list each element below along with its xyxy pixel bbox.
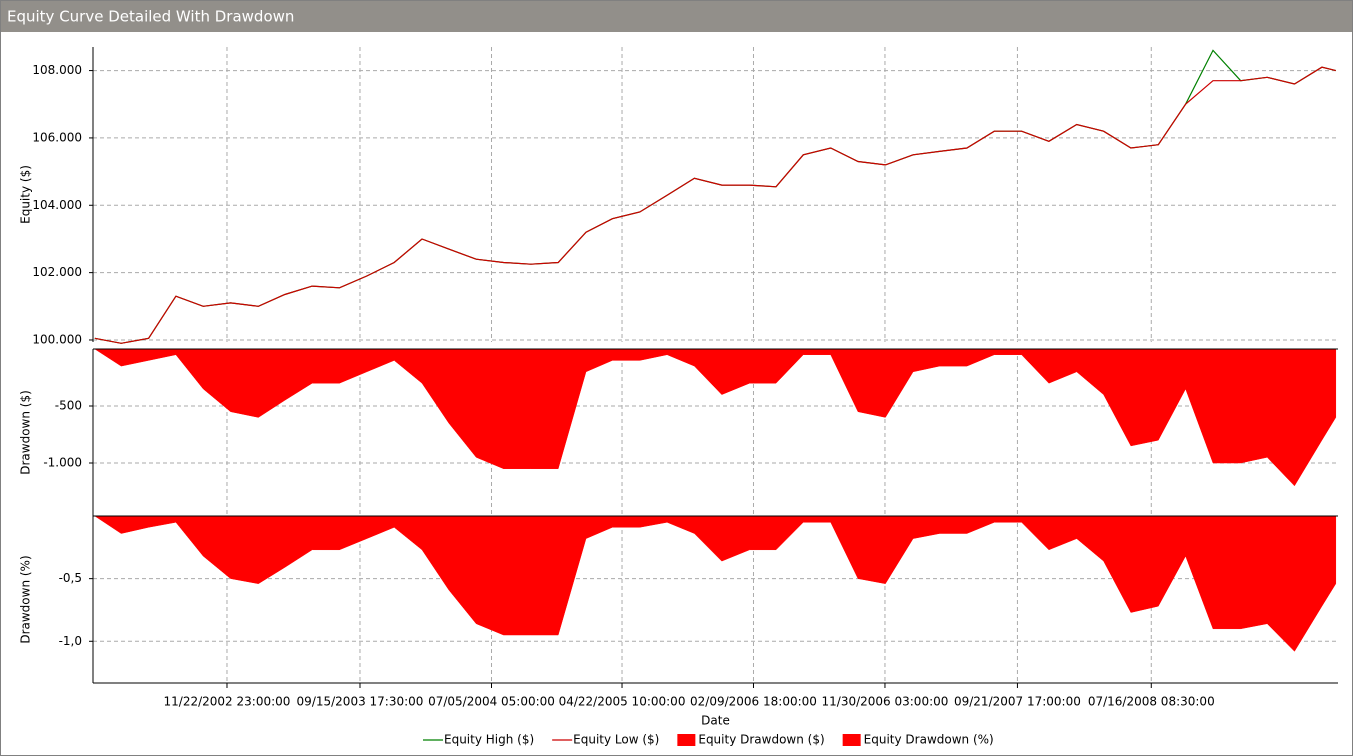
y-tick-label: 104.000 — [32, 198, 82, 212]
equity-line — [94, 66, 1336, 344]
x-tick-label: 11/30/2006 03:00:00 — [822, 695, 949, 709]
title-bar — [1, 1, 1352, 32]
x-tick-label: 09/21/2007 17:00:00 — [954, 695, 1081, 709]
y-tick-label: -0,5 — [59, 571, 82, 585]
y-tick-label: -500 — [55, 398, 82, 412]
legend-label: Equity High ($) — [444, 733, 534, 747]
drawdown-area — [93, 515, 1337, 652]
chart-title: Equity Curve Detailed With Drawdown — [7, 8, 294, 26]
y-tick-label: 100.000 — [32, 332, 82, 346]
y-axis-label: Drawdown ($) — [19, 390, 33, 475]
y-axis-label: Drawdown (%) — [19, 555, 33, 643]
y-tick-label: -1,0 — [59, 634, 82, 648]
x-tick-label: 07/05/2004 05:00:00 — [428, 695, 555, 709]
x-tick-label: 02/09/2006 18:00:00 — [690, 695, 817, 709]
legend-swatch — [677, 734, 696, 746]
legend-label: Equity Drawdown (%) — [864, 733, 994, 747]
legend-label: Equity Low ($) — [573, 733, 659, 747]
y-tick-label: 108.000 — [32, 63, 82, 77]
x-tick-label: 04/22/2005 10:00:00 — [559, 695, 686, 709]
x-tick-label: 11/22/2002 23:00:00 — [164, 695, 291, 709]
legend-label: Equity Drawdown ($) — [698, 733, 824, 747]
x-axis-label: Date — [701, 714, 730, 728]
x-tick-label: 07/16/2008 08:30:00 — [1088, 695, 1215, 709]
x-tick-label: 09/15/2003 17:30:00 — [297, 695, 424, 709]
y-tick-label: 106.000 — [32, 130, 82, 144]
legend-swatch — [842, 734, 861, 746]
drawdown-area — [93, 348, 1337, 487]
y-tick-label: -1.000 — [43, 455, 82, 469]
y-axis-label: Equity ($) — [19, 165, 33, 224]
y-tick-label: 102.000 — [32, 265, 82, 279]
